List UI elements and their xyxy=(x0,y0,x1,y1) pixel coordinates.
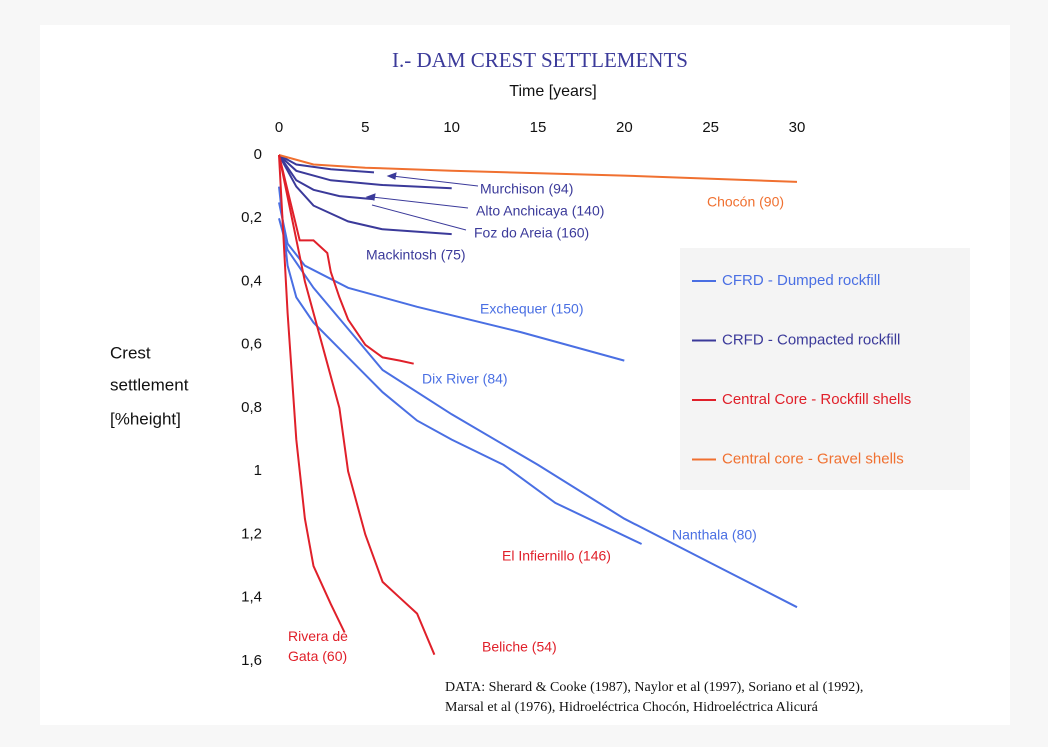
x-tick-label: 30 xyxy=(789,119,806,136)
series-line xyxy=(278,154,346,633)
series-label: Murchison (94) xyxy=(480,181,573,197)
y-tick-label: 1,6 xyxy=(241,652,262,669)
x-axis-label: Time [years] xyxy=(509,83,596,100)
y-axis-label: [%height] xyxy=(110,409,181,428)
y-axis-label: settlement xyxy=(110,375,189,394)
y-tick-label: 0,8 xyxy=(241,399,262,416)
series-label-text: Rivera de Gata (60) xyxy=(288,628,348,664)
x-tick-label: 0 xyxy=(275,119,283,136)
series-label: Chocón (90) xyxy=(707,194,784,210)
series-label: Exchequer (150) xyxy=(480,301,584,317)
y-axis-label: Crest xyxy=(110,343,151,362)
series-line xyxy=(278,154,452,190)
note: DATA: Sherard & Cooke (1987), Naylor et … xyxy=(445,680,863,695)
series-label: El Infiernillo (146) xyxy=(502,548,611,564)
legend-label: Central Core - Rockfill shells xyxy=(722,391,911,408)
series-line xyxy=(278,186,643,545)
series-label: Nanthala (80) xyxy=(672,527,757,543)
y-tick-label: 0 xyxy=(254,146,262,163)
x-tick-label: 20 xyxy=(616,119,633,136)
y-tick-label: 0,2 xyxy=(241,209,262,226)
series-line xyxy=(278,154,798,183)
series-line xyxy=(278,202,625,362)
series-label: Beliche (54) xyxy=(482,639,557,655)
series-line xyxy=(278,154,375,201)
legend-label: Central core - Gravel shells xyxy=(722,450,904,467)
x-tick-label: 10 xyxy=(443,119,460,136)
x-tick-label: 15 xyxy=(530,119,547,136)
series-label: Dix River (84) xyxy=(422,371,508,387)
note: Marsal et al (1976), Hidroeléctrica Choc… xyxy=(445,700,819,715)
y-tick-label: 0,4 xyxy=(241,272,262,289)
x-tick-label: 5 xyxy=(361,119,369,136)
series-label: Foz do Areia (160) xyxy=(474,225,589,241)
series-line xyxy=(278,154,414,365)
legend-box xyxy=(680,248,970,490)
y-tick-label: 1 xyxy=(254,462,262,479)
series-line xyxy=(278,154,375,174)
series-line xyxy=(278,154,452,236)
y-tick-label: 1,2 xyxy=(241,525,262,542)
chart-title: I.- DAM CREST SETTLEMENTS xyxy=(392,48,688,72)
series-label: Rivera de Gata (60) xyxy=(288,628,348,664)
series-label: Alto Anchicaya (140) xyxy=(476,203,604,219)
legend-label: CRFD - Compacted rockfill xyxy=(722,331,900,348)
series-line xyxy=(278,218,798,609)
y-tick-label: 0,6 xyxy=(241,336,262,353)
series-label: Mackintosh (75) xyxy=(366,247,466,263)
x-tick-label: 25 xyxy=(702,119,719,136)
legend-label: CFRD - Dumped rockfill xyxy=(722,272,880,289)
series-line xyxy=(278,154,436,656)
y-tick-label: 1,4 xyxy=(241,589,262,606)
